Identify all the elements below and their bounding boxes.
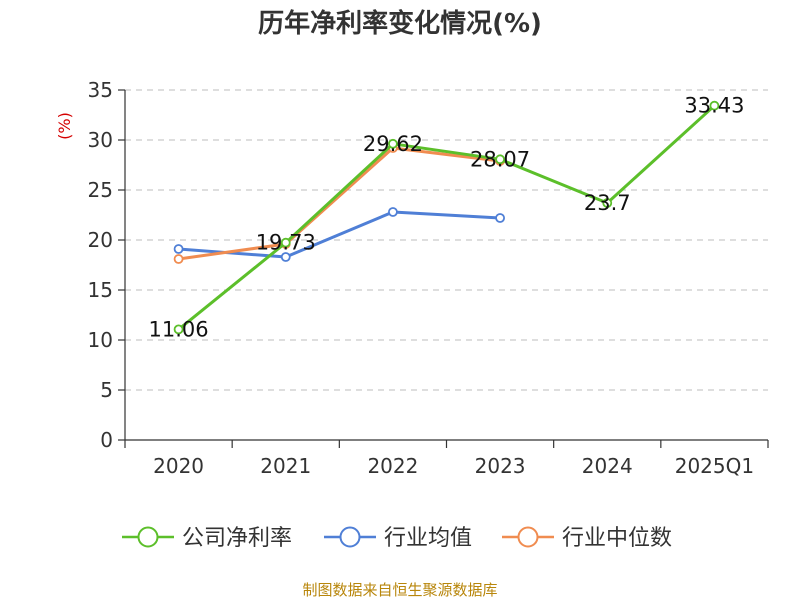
x-tick-label: 2022 bbox=[367, 454, 418, 478]
legend-item[interactable]: 行业均值 bbox=[324, 526, 472, 551]
legend-label: 行业均值 bbox=[384, 526, 472, 551]
y-tick-label: 30 bbox=[88, 128, 113, 152]
legend-marker bbox=[339, 526, 361, 548]
data-point[interactable] bbox=[495, 154, 505, 165]
data-label: 11.06 bbox=[149, 317, 209, 341]
series-line bbox=[177, 104, 716, 331]
x-tick-label: 2025Q1 bbox=[675, 454, 754, 478]
legend[interactable]: 公司净利率 行业均值 行业中位数 bbox=[122, 526, 672, 551]
y-tick-label: 25 bbox=[88, 178, 113, 202]
data-point[interactable] bbox=[280, 252, 291, 262]
legend-label: 行业中位数 bbox=[562, 526, 672, 551]
legend-marker bbox=[517, 526, 539, 548]
legend-marker bbox=[137, 526, 159, 548]
data-point[interactable] bbox=[388, 207, 398, 217]
legend-item[interactable]: 公司净利率 bbox=[122, 526, 292, 551]
y-tick-label: 10 bbox=[88, 328, 113, 352]
legend-item[interactable]: 行业中位数 bbox=[502, 526, 672, 551]
data-label: 29.62 bbox=[363, 132, 423, 156]
data-label: 19.73 bbox=[256, 231, 316, 255]
data-point[interactable] bbox=[280, 237, 291, 248]
data-point[interactable] bbox=[388, 138, 398, 149]
series-0 bbox=[173, 100, 720, 335]
gridlines bbox=[125, 89, 768, 391]
y-tick-label: 35 bbox=[88, 78, 113, 102]
y-axis-label: (%) bbox=[55, 112, 74, 140]
data-point[interactable] bbox=[602, 198, 613, 208]
data-point[interactable] bbox=[173, 254, 184, 264]
x-tick-label: 2023 bbox=[475, 454, 526, 478]
y-tick-label: 0 bbox=[100, 428, 113, 452]
legend-label: 公司净利率 bbox=[182, 526, 292, 551]
data-labels: 11.06 19.73 29.62 28.07 23.7 33.43 bbox=[149, 94, 745, 342]
y-tick-label: 20 bbox=[88, 228, 113, 252]
data-point[interactable] bbox=[709, 100, 720, 111]
x-tick-label: 2024 bbox=[582, 454, 633, 478]
data-label: 33.43 bbox=[684, 94, 744, 118]
y-tick-label: 5 bbox=[100, 378, 113, 402]
data-point[interactable] bbox=[173, 324, 184, 335]
x-tick-label: 2021 bbox=[260, 454, 311, 478]
series-2 bbox=[173, 143, 505, 264]
series-line bbox=[178, 210, 501, 259]
data-point[interactable] bbox=[495, 213, 505, 223]
axes: 0 5 10 15 20 25 30 35 2020 2021 2022 2023 2024 2025Q1 bbox=[88, 78, 769, 478]
series-group bbox=[173, 100, 720, 335]
data-label: 23.7 bbox=[584, 191, 631, 215]
data-label: 28.07 bbox=[470, 147, 530, 171]
chart-title: 历年净利率变化情况(%) bbox=[258, 8, 542, 39]
y-tick-label: 15 bbox=[88, 278, 113, 302]
data-point[interactable] bbox=[173, 244, 184, 254]
source-note: 制图数据来自恒生聚源数据库 bbox=[302, 581, 497, 599]
x-tick-label: 2020 bbox=[153, 454, 204, 478]
series-line bbox=[178, 146, 501, 261]
